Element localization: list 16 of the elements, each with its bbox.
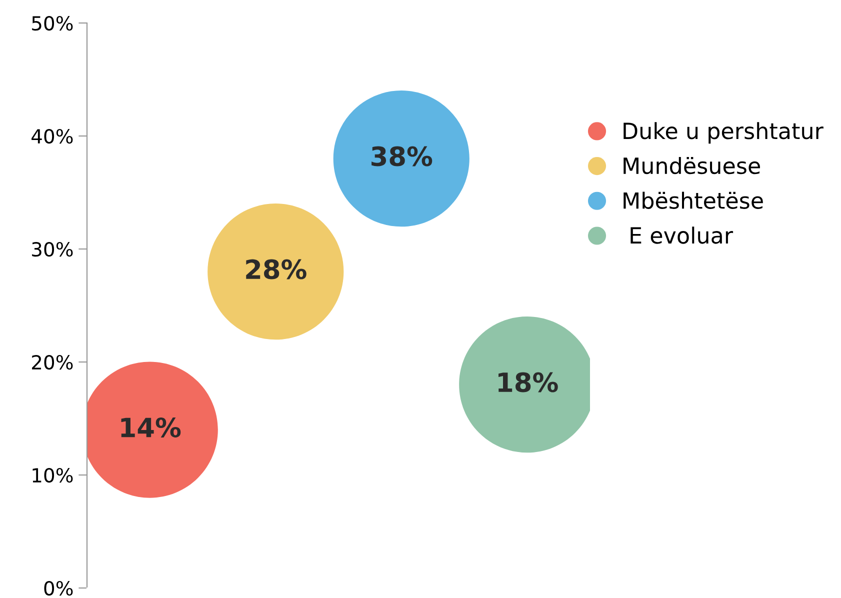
legend-label: E evoluar [630,226,734,244]
point [333,90,470,227]
y-tick-label: 10% [32,468,73,483]
data-label: 38% [372,146,432,166]
legend-label: Duke u pershtatur [624,122,824,144]
legend-label: Mundësuese [624,156,760,174]
y-tick-label: 40% [32,128,73,144]
y-tick-label: 20% [32,354,73,370]
y-tick-label: 50% [32,16,73,31]
point [208,204,344,340]
y-tick-label: 0% [44,580,73,596]
y-tick-label: 30% [32,242,73,257]
data-label: 18% [498,372,558,392]
data-label: 28% [246,259,306,280]
legend-label: Mbështetëse [624,192,763,209]
data-label: 14% [121,417,181,438]
